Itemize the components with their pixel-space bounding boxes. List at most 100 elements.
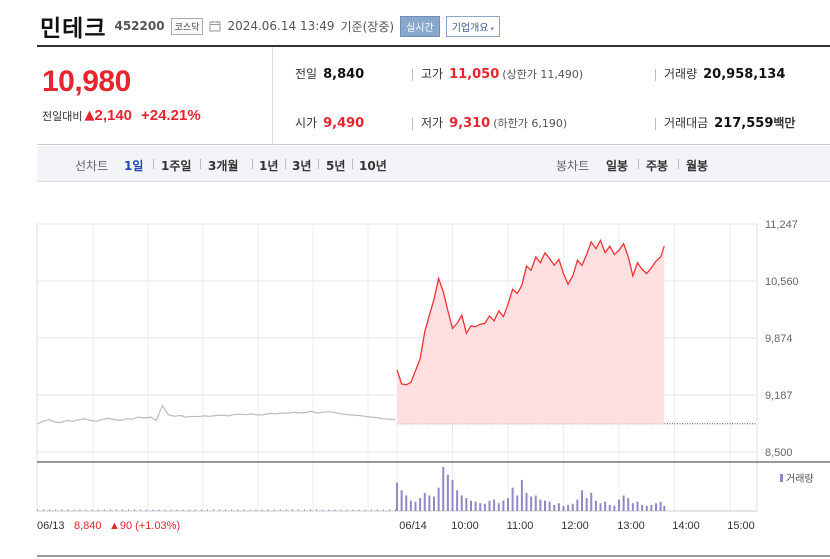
up-arrow-icon: ▲ xyxy=(84,108,95,123)
volume-bar xyxy=(322,509,324,511)
candle-monthly[interactable]: 월봉 xyxy=(686,159,709,173)
line-chart-label: 선차트 xyxy=(75,159,109,173)
stat-separator xyxy=(412,69,413,81)
period-1w[interactable]: 1주일 xyxy=(161,159,192,173)
volume-bar xyxy=(396,482,398,511)
volume-bar xyxy=(534,495,537,511)
volume-bar xyxy=(43,509,45,511)
stat-separator xyxy=(412,118,413,130)
volume-bar xyxy=(409,500,412,511)
volume-bar xyxy=(516,495,519,511)
volume-bar xyxy=(328,509,330,511)
prev-day-change: ▲90 (+1.03%) xyxy=(109,520,180,532)
y-tick-label: 9,187 xyxy=(765,390,793,402)
volume-bar xyxy=(231,509,233,511)
period-1y[interactable]: 1년 xyxy=(259,159,279,173)
volume-bar xyxy=(212,509,214,511)
chevron-down-icon: ▾ xyxy=(490,24,495,33)
volume-bar xyxy=(395,509,396,511)
company-overview-button[interactable]: 기업개요 ▾ xyxy=(445,15,501,37)
volume-bar xyxy=(255,509,257,511)
volume-bar xyxy=(225,509,227,511)
volume-bar xyxy=(243,509,245,511)
period-3m[interactable]: 3개월 xyxy=(208,159,239,173)
volume-bar xyxy=(604,501,607,511)
period-1d[interactable]: 1일 xyxy=(124,159,144,173)
period-separator xyxy=(252,159,253,169)
volume-bar xyxy=(548,501,551,511)
volume-bar xyxy=(618,499,620,511)
volume-bar xyxy=(128,509,130,511)
volume-bar xyxy=(194,509,196,511)
volume-bar xyxy=(55,509,57,511)
prev-day-line xyxy=(36,404,396,425)
period-5y[interactable]: 5년 xyxy=(326,159,346,173)
volume-bar xyxy=(364,509,366,511)
stat-value: 217,559 xyxy=(714,116,774,131)
volume-bar xyxy=(465,498,468,511)
quote-panel: 10,980 전일대비 ▲ 2,140 +24.21% 전일 8,840 시가 … xyxy=(37,47,830,145)
volume-bar xyxy=(370,509,372,511)
candle-weekly[interactable]: 주봉 xyxy=(646,159,669,173)
volume-legend-swatch xyxy=(780,474,783,482)
volume-bar xyxy=(585,498,588,511)
volume-bar xyxy=(479,503,482,511)
stat-value: 8,840 xyxy=(323,67,365,82)
volume-bar xyxy=(170,509,172,511)
candle-chart-label: 봉차트 xyxy=(556,159,590,173)
stat-trade-value: 거래대금 217,559 백만 xyxy=(664,114,795,131)
volume-bar xyxy=(352,509,354,511)
x-tick-label: 12:00 xyxy=(561,520,589,532)
period-separator xyxy=(638,159,639,169)
volume-bar xyxy=(530,496,533,511)
x-tick-label: 14:00 xyxy=(672,520,700,532)
realtime-button[interactable]: 실시간 xyxy=(400,15,440,37)
volume-bar xyxy=(557,503,560,511)
stat-separator xyxy=(655,118,656,130)
quote-datetime: 2024.06.14 13:49 xyxy=(227,19,335,33)
stat-label: 거래량 xyxy=(664,67,698,81)
upper-limit: (상한가 11,490) xyxy=(502,68,584,81)
volume-bar xyxy=(85,509,87,511)
stat-label: 전일 xyxy=(295,67,318,81)
volume-bar xyxy=(297,509,299,511)
prev-day-date: 06/13 xyxy=(37,520,65,532)
current-price: 10,980 xyxy=(42,65,131,98)
stat-label: 시가 xyxy=(295,116,318,130)
volume-bar xyxy=(446,474,449,511)
price-chart: 11,247 10,560 9,874 9,187 8,500 거래량 06/14 10:00… xyxy=(36,219,830,557)
volume-bar xyxy=(37,509,38,511)
volume-bar xyxy=(358,509,360,511)
volume-bar xyxy=(158,509,160,511)
volume-bar xyxy=(261,509,263,511)
stat-prev-close: 전일 8,840 xyxy=(295,65,364,82)
candle-daily[interactable]: 일봉 xyxy=(606,159,629,173)
volume-bar xyxy=(140,509,142,511)
volume-bar xyxy=(507,498,509,511)
stat-value: 20,958,134 xyxy=(703,67,786,82)
x-tick-label: 13:00 xyxy=(617,520,645,532)
volume-bar xyxy=(67,509,69,511)
volume-bar xyxy=(594,500,597,511)
volume-bar xyxy=(79,509,81,511)
period-10y[interactable]: 10년 xyxy=(359,159,387,173)
volume-bar xyxy=(511,487,514,511)
volume-bar xyxy=(61,509,63,511)
volume-bar xyxy=(405,495,408,511)
volume-bar xyxy=(109,509,111,511)
volume-bar xyxy=(303,509,305,511)
volume-bar xyxy=(340,509,342,511)
y-tick-label: 10,560 xyxy=(765,276,799,288)
volume-bar xyxy=(539,499,542,511)
volume-bar xyxy=(599,503,602,511)
header-divider xyxy=(37,45,830,47)
volume-bar xyxy=(97,509,99,511)
volume-bar xyxy=(176,509,178,511)
volume-bar xyxy=(310,509,312,511)
change-label: 전일대비 xyxy=(42,109,83,123)
current-price-box: 10,980 전일대비 ▲ 2,140 +24.21% xyxy=(37,47,273,145)
volume-bar xyxy=(134,509,136,511)
period-bar: 선차트 1일 1주일 3개월 1년 3년 5년 10년 봉차트 일봉 주봉 월봉 xyxy=(37,146,830,182)
period-3y[interactable]: 3년 xyxy=(292,159,312,173)
volume-bar xyxy=(636,501,639,511)
